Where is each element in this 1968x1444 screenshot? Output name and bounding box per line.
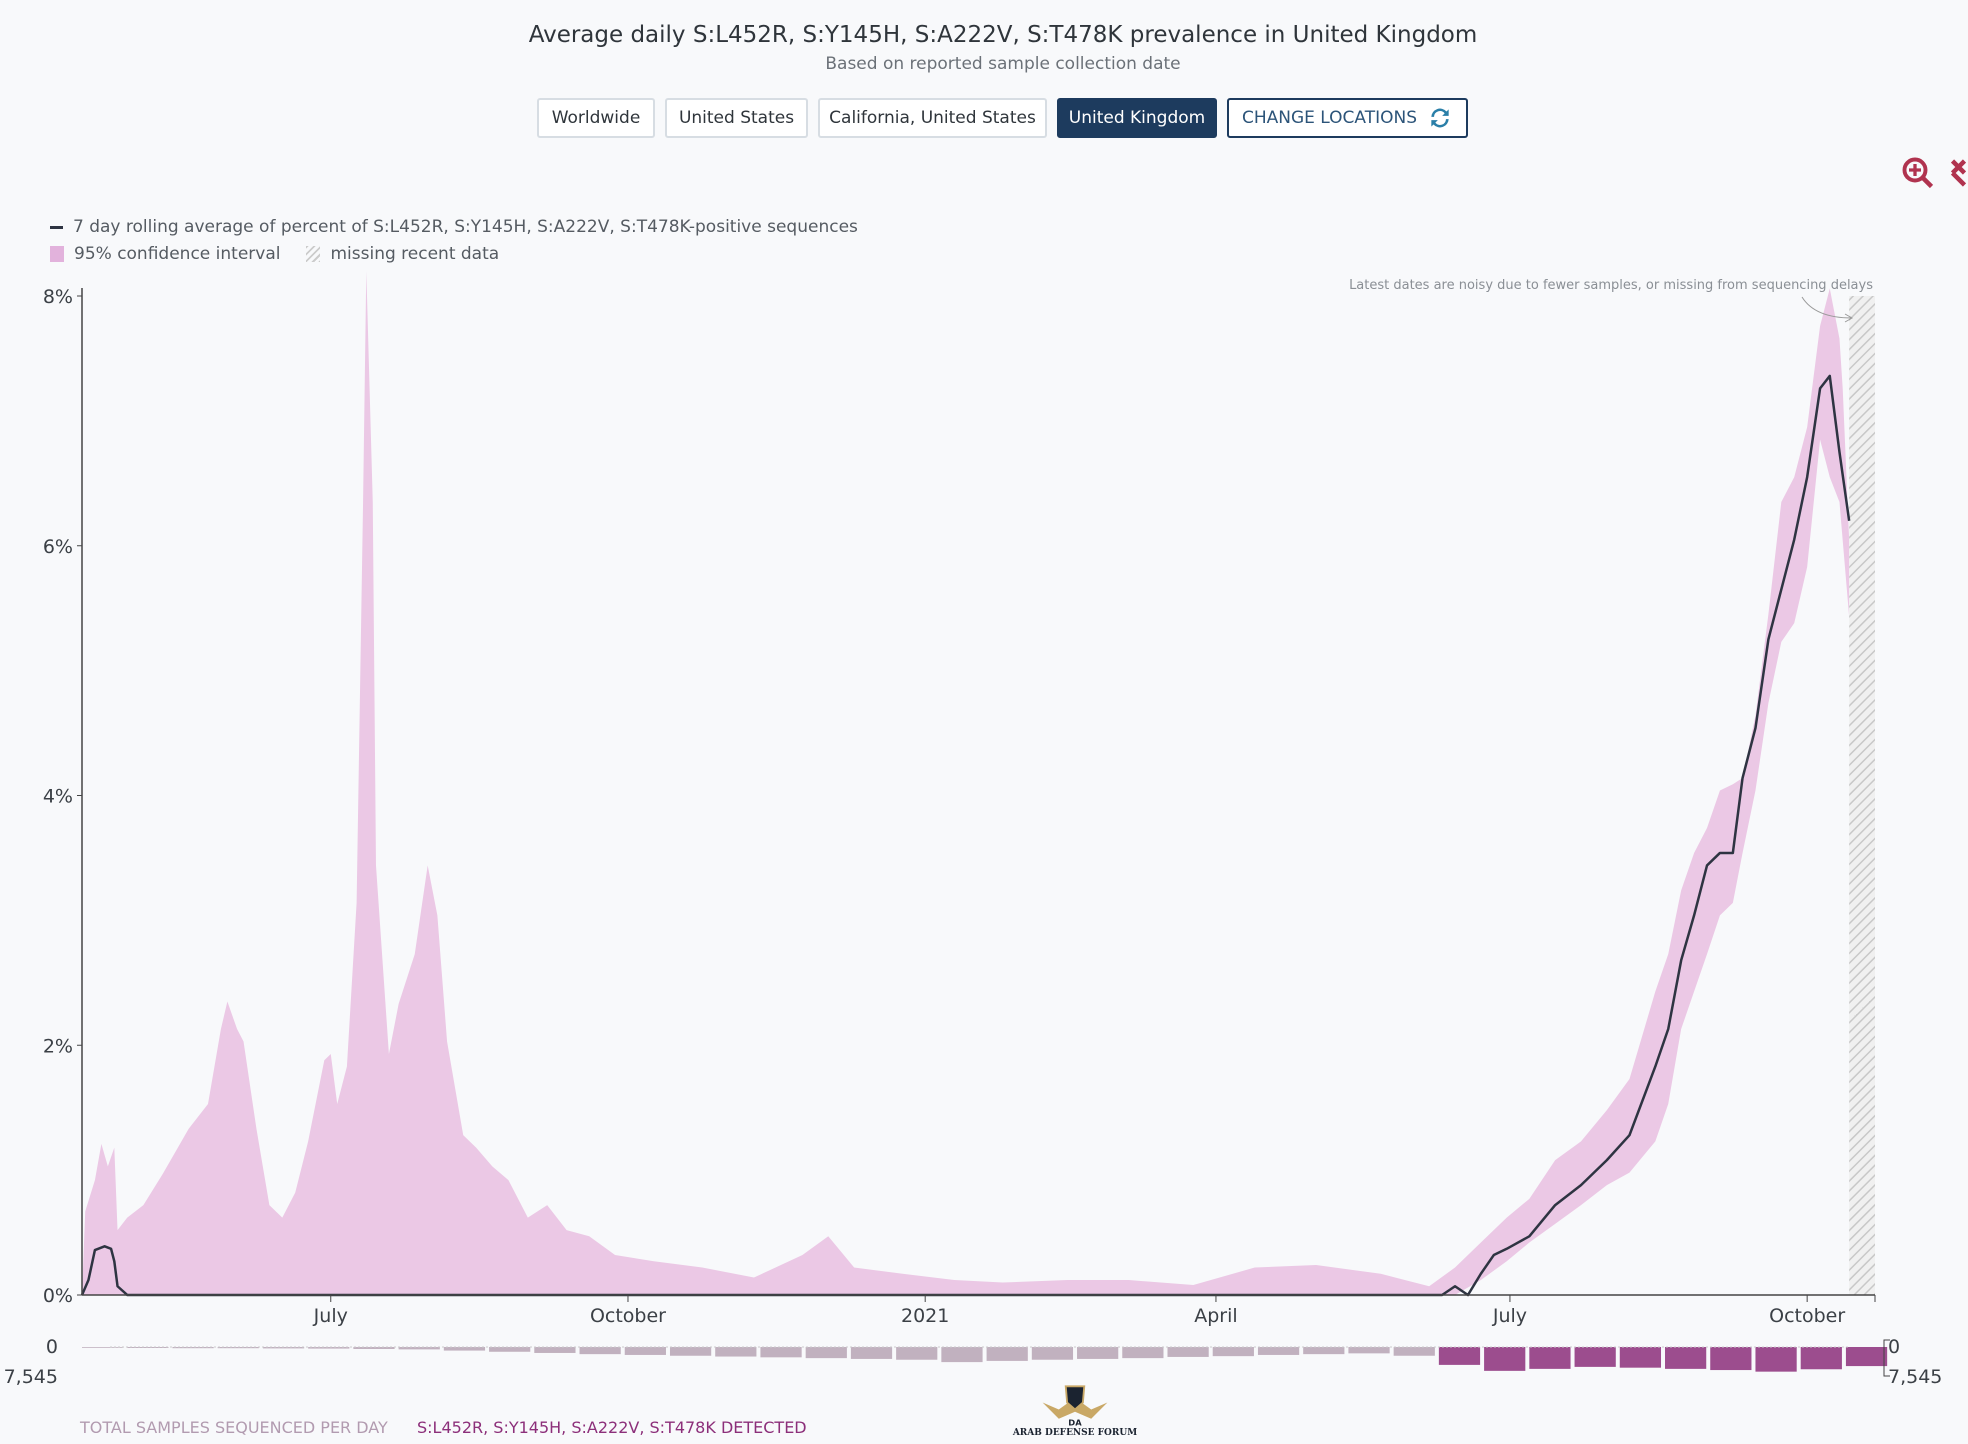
sample-count-bar — [1257, 1347, 1300, 1355]
sample-count-bar — [669, 1347, 712, 1356]
sample-count-bar — [1438, 1347, 1481, 1365]
location-california-button[interactable]: California, United States — [818, 98, 1047, 138]
chart-title: Average daily S:L452R, S:Y145H, S:A222V,… — [528, 22, 1478, 48]
x-tick-label: July — [313, 1305, 348, 1327]
y-tick-label: 6% — [43, 536, 73, 558]
sample-count-bar — [896, 1347, 938, 1360]
sample-count-bar — [760, 1347, 802, 1358]
missing-data-region — [1849, 296, 1875, 1295]
sample-count-bar — [1484, 1347, 1526, 1371]
sample-count-bar — [1212, 1347, 1254, 1357]
sample-count-bar — [1122, 1347, 1164, 1359]
change-locations-label: CHANGE LOCATIONS — [1241, 108, 1418, 128]
sample-count-bar — [1665, 1347, 1707, 1369]
total-samples-label: TOTAL SAMPLES SEQUENCED PER DAY — [80, 1418, 388, 1437]
sample-count-bar — [624, 1347, 666, 1355]
watermark-text: ARAB DEFENSE FORUM — [1012, 1428, 1138, 1438]
annotation-arrowhead — [1844, 313, 1854, 323]
location-worldwide-button[interactable]: Worldwide — [537, 98, 655, 138]
sample-count-bar — [1755, 1347, 1797, 1372]
x-tick-label: July — [1492, 1305, 1527, 1327]
watermark-monogram: DA — [1068, 1418, 1082, 1428]
sample-count-bar — [1393, 1347, 1435, 1356]
location-united-states-button[interactable]: United States — [665, 98, 808, 138]
confidence-interval-area — [82, 271, 1850, 1295]
annotation-text: Latest dates are noisy due to fewer samp… — [1349, 278, 1873, 293]
watermark-logo: DA ARAB DEFENSE FORUM — [1000, 1384, 1150, 1442]
sample-count-bar — [534, 1347, 576, 1353]
sample-count-bar — [1031, 1347, 1074, 1360]
sample-count-bar — [850, 1347, 893, 1359]
location-united-kingdom-button[interactable]: United Kingdom — [1057, 98, 1217, 138]
legend-line-item: 7 day rolling average of percent of S:L4… — [50, 217, 858, 237]
y-tick-label: 4% — [43, 786, 73, 808]
sample-count-bar — [1619, 1347, 1662, 1368]
sample-count-bar — [1574, 1347, 1616, 1367]
sample-count-bar — [262, 1347, 305, 1349]
bar-axis-bracket — [1883, 1339, 1890, 1377]
sample-count-bar — [1710, 1347, 1752, 1371]
detected-label: S:L452R, S:Y145H, S:A222V, S:T478K DETEC… — [417, 1418, 807, 1437]
legend-missing-label: missing recent data — [330, 244, 500, 264]
x-tick-label: April — [1194, 1305, 1237, 1327]
change-locations-button[interactable]: CHANGE LOCATIONS — [1227, 98, 1468, 138]
sample-count-bar — [941, 1347, 983, 1363]
sample-count-bar — [1845, 1347, 1888, 1367]
sample-count-bar — [1303, 1347, 1345, 1355]
sample-count-bar — [579, 1347, 621, 1355]
legend-ci-label: 95% confidence interval — [74, 244, 281, 264]
sample-count-bar — [172, 1347, 214, 1349]
sample-count-bar — [1800, 1347, 1842, 1370]
rolling-average-line — [80, 374, 1851, 1297]
bar-axis-max-label: 7,545 — [1888, 1366, 1942, 1388]
legend-line-label: 7 day rolling average of percent of S:L4… — [73, 217, 858, 237]
line-swatch — [50, 225, 63, 229]
sample-count-bar — [1348, 1347, 1390, 1354]
legend-ci-item: 95% confidence interval missing recent d… — [50, 244, 499, 264]
ci-swatch — [50, 246, 64, 262]
sample-count-bar — [308, 1347, 350, 1349]
sample-count-bar — [353, 1347, 395, 1349]
sample-count-bar — [986, 1347, 1028, 1361]
shield-logo-icon: DA — [1042, 1385, 1108, 1428]
annotation-arrow — [1801, 296, 1853, 319]
collapse-icon[interactable] — [1948, 155, 1968, 191]
sample-count-bar — [217, 1347, 259, 1349]
bar-axis-zero-label: 0 — [1888, 1336, 1900, 1358]
sample-count-bar — [1529, 1347, 1571, 1369]
sample-count-bar — [443, 1347, 486, 1351]
y-tick-label: 2% — [43, 1035, 73, 1057]
sample-count-bar — [1167, 1347, 1209, 1357]
bar-axis-max-label: 7,545 — [4, 1366, 58, 1388]
sample-count-bar — [715, 1347, 757, 1357]
sample-count-bar — [398, 1347, 440, 1350]
sample-count-bar — [82, 1347, 124, 1348]
sample-count-bar — [805, 1347, 847, 1359]
y-tick-label: 8% — [43, 286, 73, 308]
x-tick-label: October — [1769, 1305, 1845, 1327]
chart-subtitle: Based on reported sample collection date — [825, 54, 1181, 74]
y-tick-label: 0% — [43, 1285, 73, 1307]
bar-axis-zero-label: 0 — [46, 1336, 58, 1358]
zoom-in-icon[interactable] — [1900, 155, 1936, 191]
sample-count-bar — [489, 1347, 531, 1352]
sample-count-bar — [1077, 1347, 1119, 1359]
x-tick-label: 2021 — [901, 1305, 949, 1327]
hatch-swatch — [306, 246, 321, 262]
x-tick-label: October — [590, 1305, 666, 1327]
